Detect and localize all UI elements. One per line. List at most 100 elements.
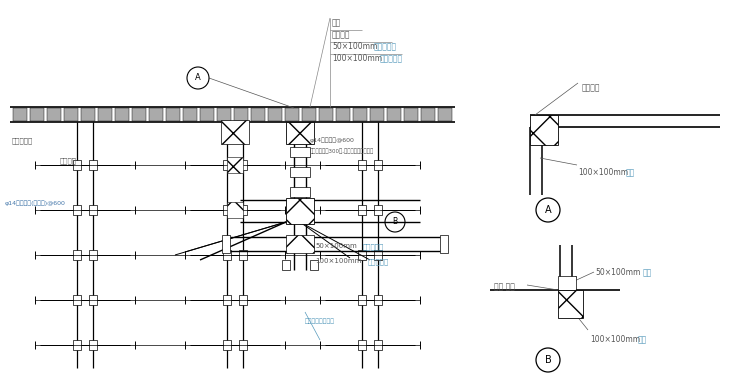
Text: 缝沙密绑增加300处,数增加一道对拉螺栓: 缝沙密绑增加300处,数增加一道对拉螺栓 (310, 148, 374, 154)
Bar (81, 108, 95, 121)
Text: 方木次龙骨: 方木次龙骨 (374, 42, 397, 51)
Text: 方木次龙骨: 方木次龙骨 (363, 243, 384, 250)
Bar (222, 235, 230, 253)
Bar (73, 250, 81, 260)
Text: 100×100mm: 100×100mm (332, 54, 382, 63)
Bar (223, 205, 231, 215)
Bar (358, 205, 366, 215)
Bar (438, 108, 452, 121)
Bar (404, 108, 418, 121)
Bar (358, 160, 366, 170)
Bar (319, 108, 333, 121)
Bar (223, 295, 231, 305)
Bar (353, 108, 367, 121)
Bar (89, 205, 97, 215)
Bar (374, 250, 382, 260)
Bar (64, 108, 78, 121)
Text: 方木: 方木 (643, 268, 652, 277)
Bar (89, 340, 97, 350)
Text: 50×100mm: 50×100mm (315, 243, 356, 249)
Text: 方木斜撑: 方木斜撑 (60, 157, 77, 164)
Text: B: B (392, 217, 398, 226)
Bar (73, 160, 81, 170)
Text: 满足打钢扣架支撑: 满足打钢扣架支撑 (305, 318, 335, 324)
Bar (200, 108, 214, 121)
Text: 100×100mm: 100×100mm (578, 168, 628, 177)
Bar (227, 202, 243, 218)
Bar (89, 295, 97, 305)
Text: 方木: 方木 (638, 335, 648, 344)
Bar (374, 160, 382, 170)
Bar (73, 340, 81, 350)
Bar (239, 205, 247, 215)
Bar (166, 108, 180, 121)
Bar (234, 108, 248, 121)
Bar (223, 340, 231, 350)
Bar (387, 108, 401, 121)
Bar (374, 205, 382, 215)
Bar (30, 108, 44, 121)
Text: 方木主龙骨: 方木主龙骨 (368, 258, 390, 264)
Text: 木塑 模板: 木塑 模板 (494, 282, 515, 291)
Bar (286, 235, 314, 253)
Bar (286, 198, 314, 224)
Bar (115, 108, 129, 121)
Bar (239, 160, 247, 170)
Text: A: A (195, 73, 201, 82)
Bar (358, 250, 366, 260)
Bar (89, 160, 97, 170)
Bar (530, 115, 558, 145)
Text: A: A (545, 205, 551, 215)
Bar (336, 108, 350, 121)
Text: 100×100mm: 100×100mm (315, 258, 362, 264)
Text: 100×100mm: 100×100mm (590, 335, 640, 344)
Bar (217, 108, 231, 121)
Bar (223, 250, 231, 260)
Text: 延厚多层模: 延厚多层模 (12, 137, 33, 144)
Text: 木塑模板: 木塑模板 (582, 83, 600, 92)
Text: φ14锻打螺栓(不穿型)@600: φ14锻打螺栓(不穿型)@600 (5, 200, 66, 206)
Bar (13, 108, 27, 121)
Bar (239, 250, 247, 260)
Bar (421, 108, 435, 121)
Bar (370, 108, 384, 121)
Bar (290, 167, 310, 177)
Text: 50×100mm: 50×100mm (595, 268, 640, 277)
Bar (282, 260, 290, 270)
Bar (221, 120, 249, 144)
Text: 屋板: 屋板 (332, 18, 341, 27)
Bar (223, 160, 231, 170)
Text: 木塑模板: 木塑模板 (332, 30, 351, 39)
Bar (290, 147, 310, 157)
Text: 方木: 方木 (626, 168, 635, 177)
Bar (358, 295, 366, 305)
Bar (89, 250, 97, 260)
Bar (358, 340, 366, 350)
Text: 方木主龙骨: 方木主龙骨 (380, 54, 403, 63)
Bar (183, 108, 197, 121)
Text: 50×100mm: 50×100mm (332, 42, 377, 51)
Bar (239, 295, 247, 305)
Bar (73, 205, 81, 215)
Bar (73, 295, 81, 305)
Bar (98, 108, 112, 121)
Text: φ14对拉螺栓@600: φ14对拉螺栓@600 (310, 137, 355, 142)
Bar (285, 108, 299, 121)
Text: B: B (545, 355, 551, 365)
Bar (374, 340, 382, 350)
Bar (558, 290, 583, 318)
Bar (251, 108, 265, 121)
Bar (290, 187, 310, 197)
Bar (558, 276, 576, 290)
Bar (132, 108, 146, 121)
Bar (239, 340, 247, 350)
Bar (310, 260, 318, 270)
Bar (374, 295, 382, 305)
Bar (440, 235, 448, 253)
Bar (227, 157, 243, 173)
Bar (149, 108, 163, 121)
Bar (286, 122, 314, 144)
Bar (47, 108, 61, 121)
Bar (302, 108, 316, 121)
Bar (268, 108, 282, 121)
